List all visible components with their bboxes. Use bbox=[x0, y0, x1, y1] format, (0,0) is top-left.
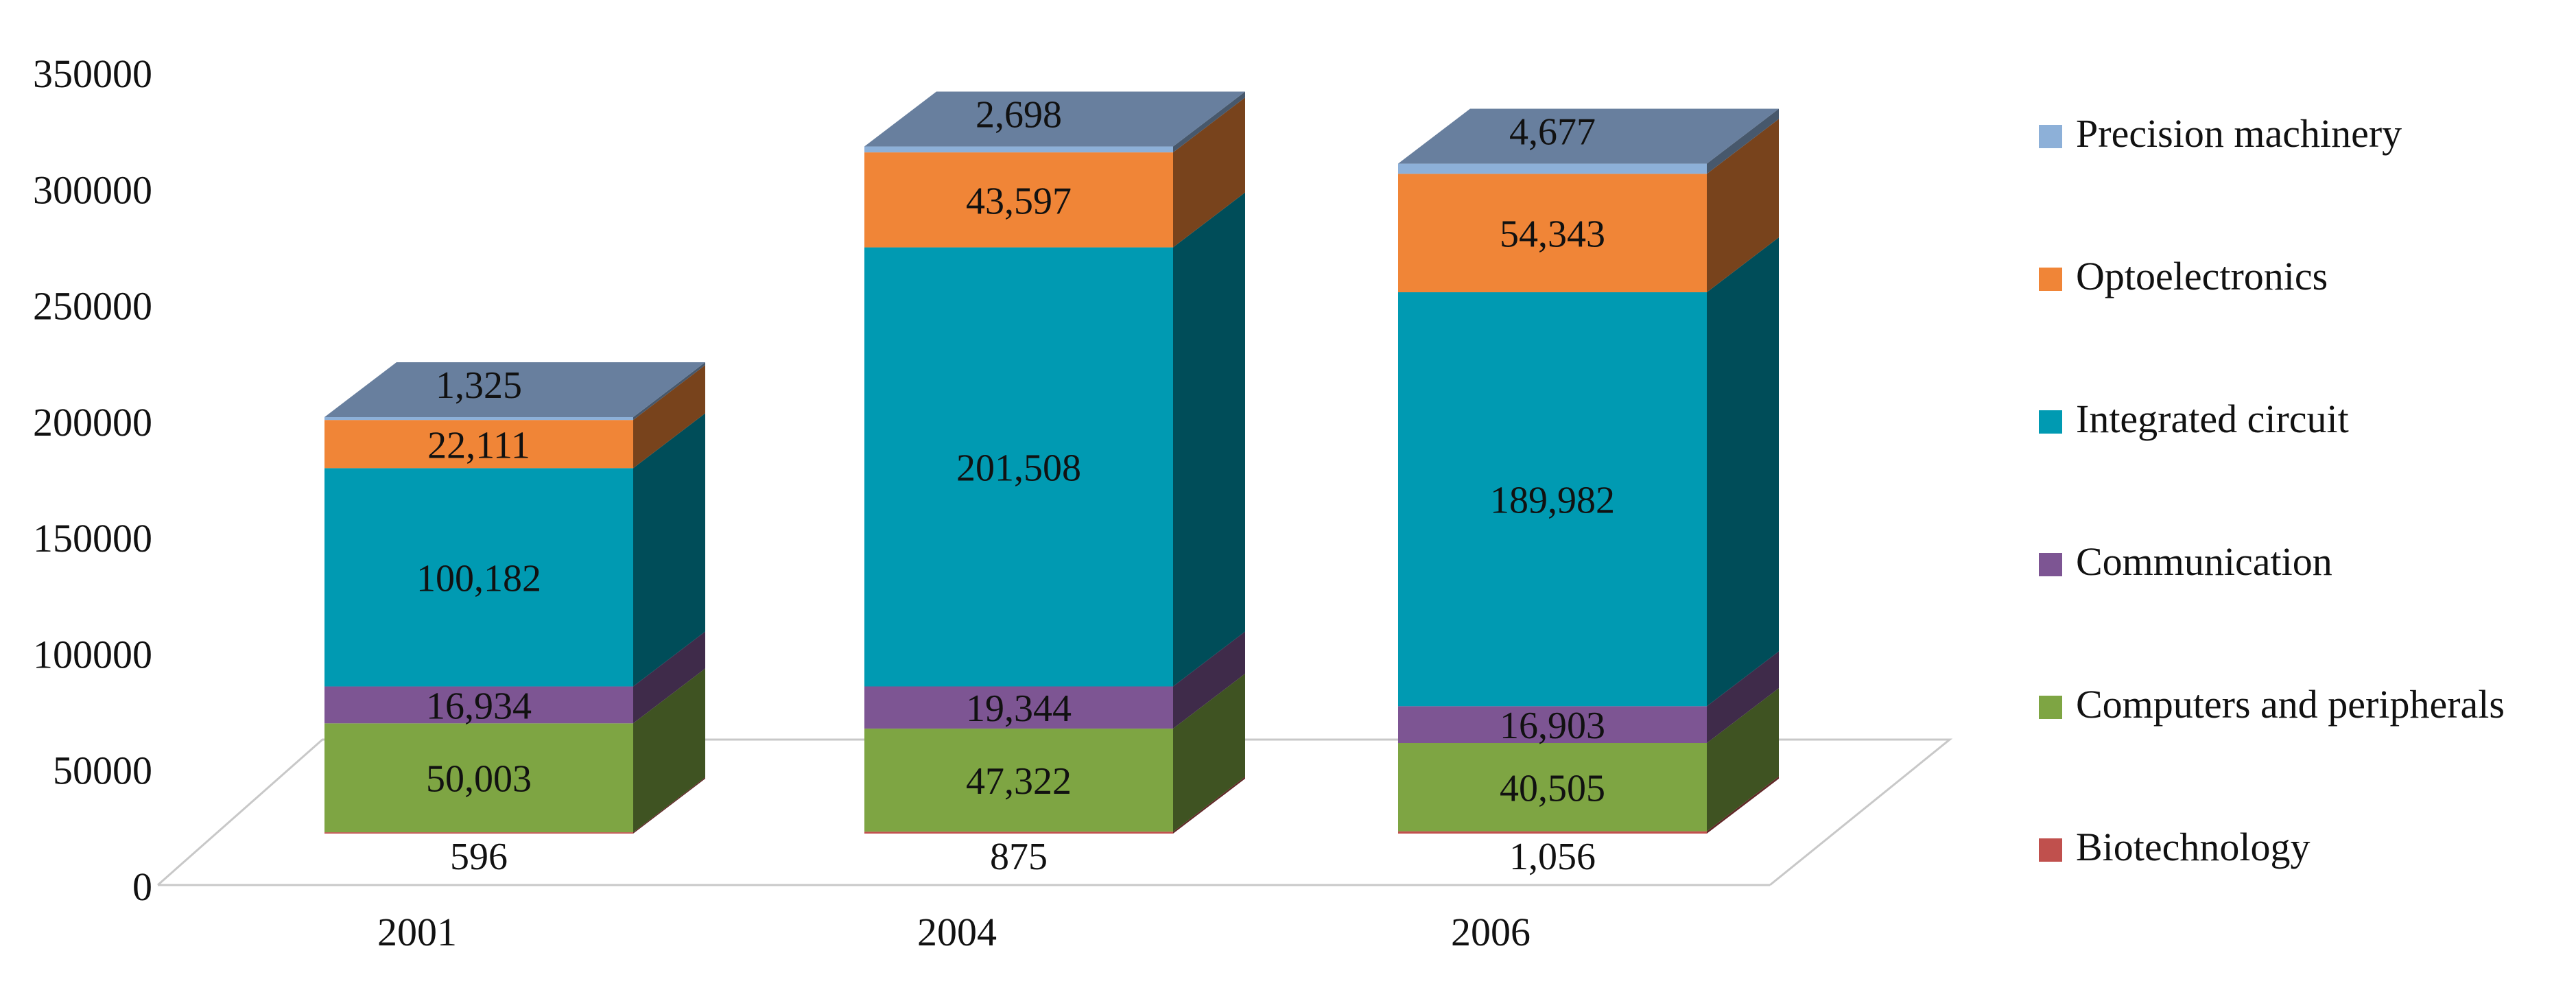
bar-side-computers-and-peripherals-2004 bbox=[1173, 673, 1245, 832]
bar-front-computers-and-peripherals-2006 bbox=[1398, 743, 1707, 832]
bar-side-computers-and-peripherals-2001 bbox=[633, 668, 705, 833]
bar-side-integrated-circuit-2001 bbox=[633, 413, 705, 687]
bar-front-biotechnology-2006 bbox=[1398, 831, 1707, 834]
bar-front-optoelectronics-2004 bbox=[864, 152, 1173, 248]
bar-front-biotechnology-2004 bbox=[864, 832, 1173, 834]
legend-label: Optoelectronics bbox=[2076, 254, 2328, 298]
bar-front-integrated-circuit-2004 bbox=[864, 247, 1173, 687]
x-tick-label-2006: 2006 bbox=[1451, 910, 1531, 954]
bar-front-precision-machinery-2006 bbox=[1398, 163, 1707, 174]
data-label-computers-and-peripherals-2004: 47,322 bbox=[966, 760, 1072, 803]
y-tick-label: 300000 bbox=[33, 167, 152, 212]
legend-label: Communication bbox=[2076, 539, 2332, 584]
y-tick-label: 250000 bbox=[33, 284, 152, 329]
bar-side-communication-2006 bbox=[1707, 651, 1779, 744]
legend-entry-precision-machinery: Precision machinery bbox=[2039, 111, 2402, 156]
legend-entry-biotechnology: Biotechnology bbox=[2039, 825, 2311, 869]
legend-label: Integrated circuit bbox=[2076, 397, 2349, 441]
bar-top-2004 bbox=[864, 91, 1245, 147]
data-labels: 596 50,003 16,934 100,182 22,111 1,325 875 47,3… bbox=[416, 94, 1615, 878]
bar-side-optoelectronics-2006 bbox=[1707, 119, 1779, 292]
legend-swatch bbox=[2039, 838, 2062, 862]
data-label-communication-2006: 16,903 bbox=[1500, 705, 1605, 747]
legend-label: Precision machinery bbox=[2076, 111, 2402, 156]
y-tick-label: 150000 bbox=[33, 516, 152, 561]
bar-front-computers-and-peripherals-2001 bbox=[324, 723, 633, 833]
legend-swatch bbox=[2039, 696, 2062, 719]
data-label-computers-and-peripherals-2001: 50,003 bbox=[426, 758, 532, 801]
bar-side-integrated-circuit-2006 bbox=[1707, 237, 1779, 707]
bar-front-optoelectronics-2006 bbox=[1398, 174, 1707, 292]
y-tick-label: 350000 bbox=[33, 51, 152, 96]
bar-side-biotechnology-2004 bbox=[1173, 777, 1245, 834]
legend-swatch bbox=[2039, 268, 2062, 291]
legend-label: Biotechnology bbox=[2076, 825, 2311, 869]
data-label-integrated-circuit-2006: 189,982 bbox=[1490, 480, 1615, 522]
bar-side-biotechnology-2001 bbox=[633, 777, 705, 834]
data-label-optoelectronics-2001: 22,111 bbox=[427, 424, 530, 467]
legend: Precision machinery Optoelectronics Integr… bbox=[2039, 111, 2505, 869]
bar-side-integrated-circuit-2004 bbox=[1173, 192, 1245, 687]
bar-front-computers-and-peripherals-2004 bbox=[864, 728, 1173, 832]
bar-side-communication-2001 bbox=[633, 631, 705, 724]
data-label-precision-machinery-2004: 2,698 bbox=[976, 94, 1062, 137]
bar-top-2006 bbox=[1398, 108, 1779, 164]
bars bbox=[324, 91, 1779, 834]
bar-side-precision-machinery-2004 bbox=[1173, 91, 1245, 153]
bar-front-integrated-circuit-2006 bbox=[1398, 292, 1707, 707]
bar-front-integrated-circuit-2001 bbox=[324, 468, 633, 687]
bar-side-precision-machinery-2001 bbox=[633, 362, 705, 421]
bar-front-communication-2004 bbox=[864, 686, 1173, 729]
legend-swatch bbox=[2039, 410, 2062, 434]
data-label-communication-2004: 19,344 bbox=[966, 687, 1072, 730]
bar-front-communication-2006 bbox=[1398, 706, 1707, 744]
bar-side-communication-2004 bbox=[1173, 631, 1245, 729]
bar-front-precision-machinery-2001 bbox=[324, 416, 633, 421]
bar-front-optoelectronics-2001 bbox=[324, 420, 633, 469]
data-label-precision-machinery-2001: 1,325 bbox=[436, 364, 522, 407]
bar-side-optoelectronics-2004 bbox=[1173, 97, 1245, 248]
y-tick-label: 100000 bbox=[33, 632, 152, 676]
legend-entry-integrated-circuit: Integrated circuit bbox=[2039, 397, 2349, 441]
legend-swatch bbox=[2039, 125, 2062, 148]
data-label-optoelectronics-2004: 43,597 bbox=[966, 180, 1072, 222]
bar-front-communication-2001 bbox=[324, 686, 633, 724]
data-label-biotechnology-2004: 875 bbox=[990, 836, 1048, 878]
bar-side-optoelectronics-2001 bbox=[633, 365, 705, 469]
legend-label: Computers and peripherals bbox=[2076, 682, 2505, 727]
data-label-biotechnology-2001: 596 bbox=[450, 836, 508, 878]
data-label-integrated-circuit-2004: 201,508 bbox=[956, 447, 1081, 490]
y-axis: 0 50000 100000 150000 200000 250000 300000 3500… bbox=[33, 51, 152, 909]
data-label-optoelectronics-2006: 54,343 bbox=[1500, 213, 1605, 256]
legend-entry-optoelectronics: Optoelectronics bbox=[2039, 254, 2328, 298]
data-label-computers-and-peripherals-2006: 40,505 bbox=[1500, 767, 1605, 810]
legend-entry-computers-and-peripherals: Computers and peripherals bbox=[2039, 682, 2505, 727]
legend-entry-communication: Communication bbox=[2039, 539, 2332, 584]
bar-side-biotechnology-2006 bbox=[1707, 776, 1779, 834]
y-tick-label: 200000 bbox=[33, 400, 152, 445]
data-label-biotechnology-2006: 1,056 bbox=[1509, 836, 1596, 878]
x-tick-label-2001: 2001 bbox=[377, 910, 457, 954]
x-axis: 2001 2004 2006 bbox=[377, 910, 1531, 954]
bar-front-biotechnology-2001 bbox=[324, 832, 633, 834]
data-label-integrated-circuit-2001: 100,182 bbox=[416, 557, 541, 600]
bar-front-precision-machinery-2004 bbox=[864, 146, 1173, 153]
bar-side-computers-and-peripherals-2006 bbox=[1707, 688, 1779, 832]
bar-side-precision-machinery-2006 bbox=[1707, 108, 1779, 174]
x-tick-label-2004: 2004 bbox=[917, 910, 997, 954]
legend-swatch bbox=[2039, 553, 2062, 576]
data-label-communication-2001: 16,934 bbox=[426, 685, 532, 727]
y-tick-label: 50000 bbox=[53, 749, 152, 793]
data-label-precision-machinery-2006: 4,677 bbox=[1509, 111, 1596, 154]
y-tick-label: 0 bbox=[132, 864, 152, 909]
bar-top-2001 bbox=[324, 362, 705, 417]
